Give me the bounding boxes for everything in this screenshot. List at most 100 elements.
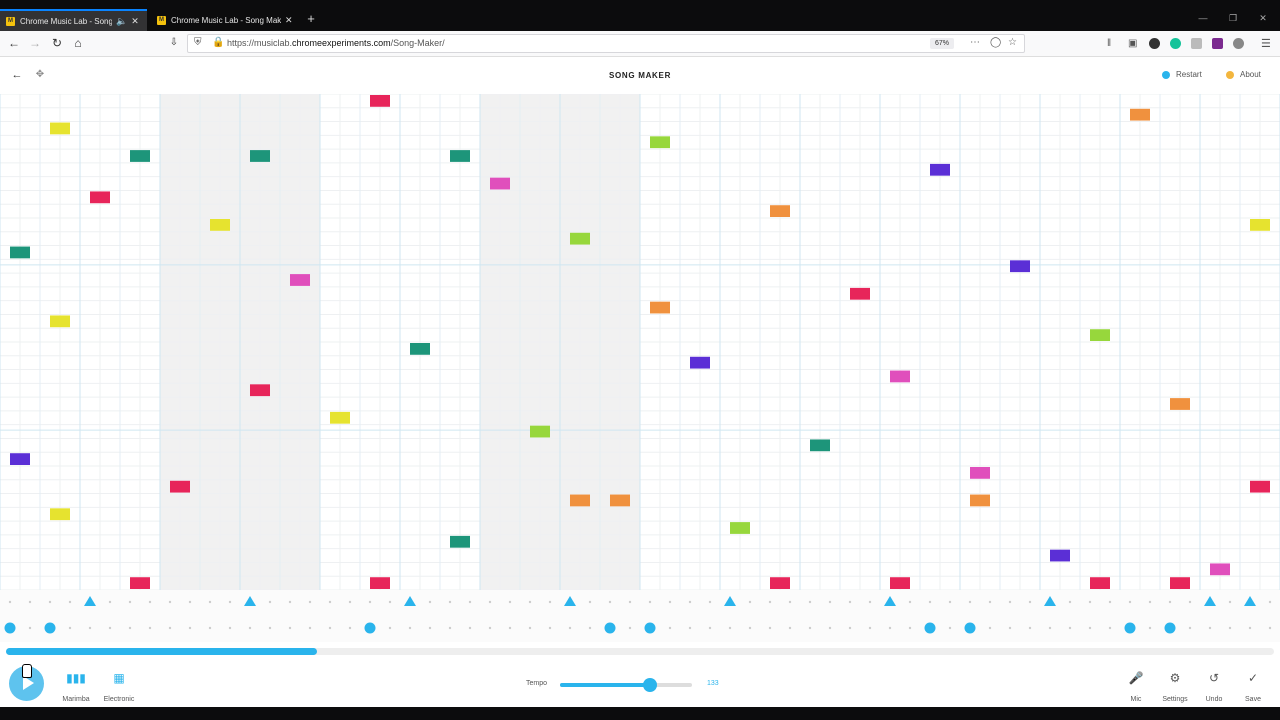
sidebar-icon[interactable]: ▣ [1128,38,1138,49]
restart-button[interactable]: Restart [1162,70,1202,79]
mic-label: Mic [1130,696,1142,703]
window-close-icon[interactable]: ✕ [1259,13,1267,23]
percussion-dot [448,626,452,630]
undo-icon: ↺ [1208,671,1220,685]
back-icon[interactable]: ← [11,69,23,81]
percussion-dot [1208,626,1212,630]
percussion-dot [28,626,32,630]
percussion-dot [28,600,32,604]
marimba-button[interactable]: ▮▮▮ Marimba [56,670,96,703]
percussion-dot [1188,626,1192,630]
back-arrow-icon[interactable]: ← [8,36,20,50]
undo-button[interactable]: ↺ Undo [1194,670,1234,703]
note-cell [10,453,30,465]
note-cell [1090,329,1110,341]
home-icon[interactable]: ⌂ [74,36,82,50]
note-cell [450,150,470,162]
mouse-cursor-icon [22,664,32,678]
percussion-dot [1008,626,1012,630]
tab-song-maker[interactable]: M Chrome Music Lab - Song Maker ✕ [151,9,301,31]
gear-icon: ⚙ [1169,671,1181,685]
about-button[interactable]: About [1226,70,1261,79]
melody-grid[interactable] [0,94,1280,590]
percussion-dot [1168,600,1172,604]
percussion-dot [908,626,912,630]
percussion-dot [128,600,132,604]
tempo-slider[interactable] [560,678,692,692]
percussion-dot [868,600,872,604]
percussion-dot [588,600,592,604]
note-cell [1170,577,1190,589]
extension-icon[interactable] [1149,38,1160,49]
note-cell [850,287,870,300]
note-cell [130,577,150,589]
percussion-dot [1048,626,1052,630]
microphone-icon: 🎤 [1128,671,1144,685]
tab-strip: M Chrome Music Lab - Song Maker 🔈 ✕ M Ch… [0,9,1280,31]
electronic-button[interactable]: ▦ Electronic [99,670,139,703]
note-cell [450,535,470,548]
menu-icon[interactable]: ☰ [1261,38,1271,50]
percussion-dot [1068,626,1072,630]
note-cell [970,467,990,479]
triangle-beat [724,596,736,606]
percussion-dot [548,600,552,604]
save-button[interactable]: ✓ Save [1233,670,1273,703]
more-actions-icon[interactable]: ⋯ [970,37,980,48]
percussion-grid[interactable] [0,590,1280,642]
playback-progress-bar[interactable] [6,648,1274,655]
speaker-icon[interactable]: 🔈 [116,15,128,26]
close-tab-icon[interactable]: ✕ [285,14,293,25]
extension-icon[interactable] [1191,38,1202,49]
note-cell [690,356,710,369]
note-cell [290,274,310,286]
library-icon[interactable]: ‖ [1107,38,1112,49]
percussion-dot [168,600,172,604]
circle-beat [604,622,616,634]
percussion-dot [848,626,852,630]
tab-song-maker-active[interactable]: M Chrome Music Lab - Song Maker 🔈 ✕ [0,9,147,31]
percussion-dot [1268,626,1272,630]
circle-beat [364,622,376,634]
app-header: ← ✥ SONG MAKER Restart About [0,57,1280,94]
lock-icon[interactable]: 🔒 [212,37,225,48]
playback-progress-fill [6,648,317,655]
percussion-dot [928,600,932,604]
maximize-icon[interactable]: ❐ [1228,13,1238,23]
download-icon[interactable]: ⇩ [169,37,179,48]
percussion-dot [668,600,672,604]
bookmark-star-icon[interactable]: ☆ [1008,37,1017,48]
note-cell [10,246,30,259]
forward-arrow-icon[interactable]: → [29,36,41,50]
grammarly-icon[interactable] [1170,38,1181,49]
zoom-indicator[interactable]: 67% [930,38,954,49]
note-cell [730,522,750,534]
reload-icon[interactable]: ↻ [51,36,63,50]
percussion-dot [208,626,212,630]
move-icon[interactable]: ✥ [35,69,45,80]
percussion-dot [768,626,772,630]
note-cell [1250,480,1270,493]
shield-icon[interactable]: ⛨ [194,37,202,48]
tempo-value[interactable]: 133 [707,680,719,687]
pocket-icon[interactable]: ◯ [990,37,1002,48]
triangle-beat [1044,596,1056,606]
extension-icon[interactable] [1212,38,1223,49]
note-cell [410,343,430,355]
percussion-dot [608,600,612,604]
percussion-dot [328,626,332,630]
settings-button[interactable]: ⚙ Settings [1155,670,1195,703]
close-tab-icon[interactable]: ✕ [131,15,139,26]
extension-icon[interactable] [1233,38,1244,49]
minimize-icon[interactable]: — [1198,13,1208,23]
url-bar[interactable]: ⛨ 🔒 https://musiclab.chromeexperiments.c… [187,34,1025,53]
note-cell [770,205,790,217]
url-text[interactable]: https://musiclab.chromeexperiments.com/S… [227,38,445,48]
new-tab-button[interactable]: + [307,11,315,26]
tempo-slider-knob[interactable] [642,678,657,692]
triangle-beat [1244,596,1256,606]
circle-beat [964,622,976,634]
about-dot-icon [1226,70,1234,79]
mic-button[interactable]: 🎤 Mic [1116,670,1156,703]
about-label: About [1240,70,1261,79]
